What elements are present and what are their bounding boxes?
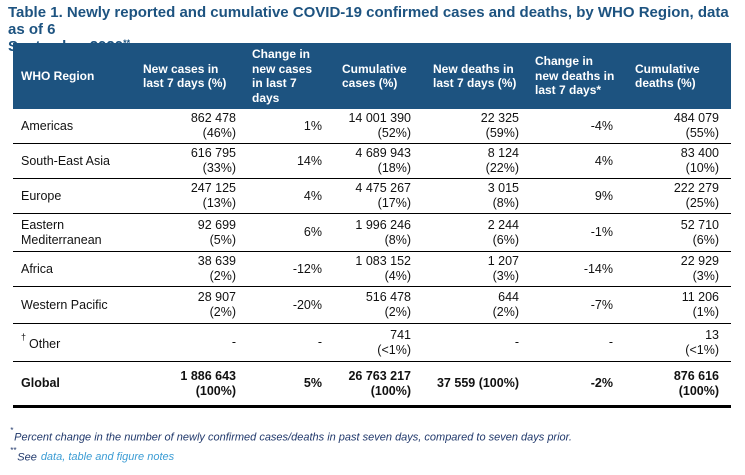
cell-change-deaths: -14% [583, 261, 613, 276]
cell-new-deaths: 2 244 (6%) [487, 217, 519, 247]
cell-region: Americas [21, 118, 74, 133]
cell-new-cases: - [231, 335, 236, 349]
col-header-change-cases: Change in new cases in last 7 days [244, 43, 334, 109]
col-header-new-cases: New cases in last 7 days (%) [135, 43, 244, 109]
col-header-new-deaths: New deaths in last 7 days (%) [425, 43, 527, 109]
cell-region: South-East Asia [21, 153, 110, 168]
cell-region: Western Pacific [21, 297, 108, 312]
cell-new-deaths: - [514, 335, 519, 349]
cell-cumulative-cases: 1 083 152 (4%) [355, 254, 411, 283]
cell-cumulative-cases: 741 (<1%) [377, 327, 411, 357]
cell-region: †Other [21, 331, 61, 352]
cell-cumulative-deaths: 13 (<1%) [685, 327, 719, 357]
table-row-europe: Europe 247 125 (13%) 4% 4 475 267 (17%) 3 … [13, 179, 731, 214]
cell-change-cases: 14% [296, 153, 322, 168]
table-body: Americas 862 478 (46%) 1% 14 001 390 (52%)… [13, 109, 731, 407]
cell-region: Global [21, 376, 60, 390]
cell-new-cases: 92 699 (5%) [197, 217, 236, 247]
cell-change-cases: 6% [303, 225, 322, 239]
cell-new-cases: 862 478 (46%) [190, 111, 236, 140]
cell-change-cases: 4% [303, 188, 322, 203]
table-row-other: †Other - - 741 (<1%) - - 13 (<1%) [13, 324, 731, 362]
cell-change-cases: 5% [303, 376, 322, 390]
double-asterisk-marker: ** [10, 445, 17, 455]
table-row-global: Global 1 886 643 (100%) 5% 26 763 217 (100… [13, 362, 731, 407]
cell-cumulative-cases: 1 996 246 (8%) [355, 217, 411, 247]
cell-new-cases: 616 795 (33%) [190, 146, 236, 175]
header-row: WHO Region New cases in last 7 days (%) … [13, 43, 731, 109]
cell-new-cases: 1 886 643 (100%) [180, 368, 236, 398]
asterisk-marker: * [10, 426, 14, 435]
cell-new-deaths: 37 559 (100%) [436, 376, 519, 390]
cell-cumulative-deaths: 22 929 (3%) [680, 254, 719, 283]
cell-new-cases: 38 639 (2%) [197, 254, 236, 283]
cell-cumulative-cases: 4 475 267 (17%) [355, 181, 411, 210]
cell-change-deaths: 9% [594, 188, 613, 203]
cell-region: Eastern Mediterranean [21, 217, 102, 247]
col-header-cumulative-cases: Cumulative cases (%) [334, 43, 425, 109]
footnotes: *Percent change in the number of newly c… [10, 426, 730, 465]
cell-region: Europe [21, 188, 62, 203]
table-row-americas: Americas 862 478 (46%) 1% 14 001 390 (52%)… [13, 109, 731, 144]
cell-cumulative-deaths: 484 079 (55%) [673, 111, 719, 140]
cell-cumulative-deaths: 876 616 (100%) [673, 368, 719, 398]
table-row-africa: Africa 38 639 (2%) -12% 1 083 152 (4%) 1 2… [13, 252, 731, 287]
table-header: WHO Region New cases in last 7 days (%) … [13, 43, 731, 109]
cell-new-deaths: 22 325 (59%) [480, 111, 519, 140]
cell-change-deaths: 4% [594, 153, 613, 168]
cell-change-deaths: -4% [590, 118, 613, 133]
cell-change-deaths: -1% [590, 225, 613, 239]
cell-change-cases: 1% [303, 118, 322, 133]
cell-region: Africa [21, 261, 53, 276]
cell-change-deaths: -2% [590, 376, 613, 390]
cell-cumulative-deaths: 11 206 (1%) [681, 290, 719, 319]
cell-new-deaths: 1 207 (3%) [487, 254, 519, 283]
dagger-superscript: † [21, 331, 27, 342]
cell-new-cases: 28 907 (2%) [197, 290, 236, 319]
cell-new-deaths: 3 015 (8%) [487, 181, 519, 210]
cell-cumulative-cases: 4 689 943 (18%) [355, 146, 411, 175]
cell-new-deaths: 644 (2%) [492, 290, 519, 319]
col-header-who-region: WHO Region [13, 43, 135, 109]
col-header-change-deaths: Change in new deaths in last 7 days* [527, 43, 627, 109]
table-row-south-east-asia: South-East Asia 616 795 (33%) 14% 4 689 9… [13, 144, 731, 179]
cell-change-deaths: -7% [590, 297, 613, 312]
table-row-eastern-mediterranean: Eastern Mediterranean 92 699 (5%) 6% 1 99… [13, 214, 731, 252]
cell-change-deaths: - [608, 335, 613, 349]
cell-new-deaths: 8 124 (22%) [485, 146, 519, 175]
cell-cumulative-cases: 14 001 390 (52%) [348, 111, 411, 140]
cell-cumulative-deaths: 52 710 (6%) [680, 217, 719, 247]
cell-change-cases: -20% [292, 297, 322, 312]
table-row-western-pacific: Western Pacific 28 907 (2%) -20% 516 478(… [13, 287, 731, 324]
cell-cumulative-cases: 516 478 (2%) [365, 290, 411, 319]
cell-change-cases: -12% [292, 261, 322, 276]
cell-cumulative-deaths: 222 279 (25%) [673, 181, 719, 210]
notes-link[interactable]: data, table and figure notes [40, 451, 175, 464]
cell-new-cases: 247 125 (13%) [190, 181, 236, 210]
title-line-1: Table 1. Newly reported and cumulative C… [8, 4, 729, 38]
covid-cases-table: WHO Region New cases in last 7 days (%) … [13, 43, 731, 408]
cell-change-cases: - [317, 335, 322, 349]
col-header-cumulative-deaths: Cumulative deaths (%) [627, 43, 731, 109]
cell-cumulative-cases: 26 763 217 (100%) [348, 368, 411, 398]
footnote-percent-change: *Percent change in the number of newly c… [10, 426, 572, 444]
footnote-see-notes: **See data, table and figure notes [10, 445, 175, 464]
cell-cumulative-deaths: 83 400 (10%) [680, 146, 719, 175]
